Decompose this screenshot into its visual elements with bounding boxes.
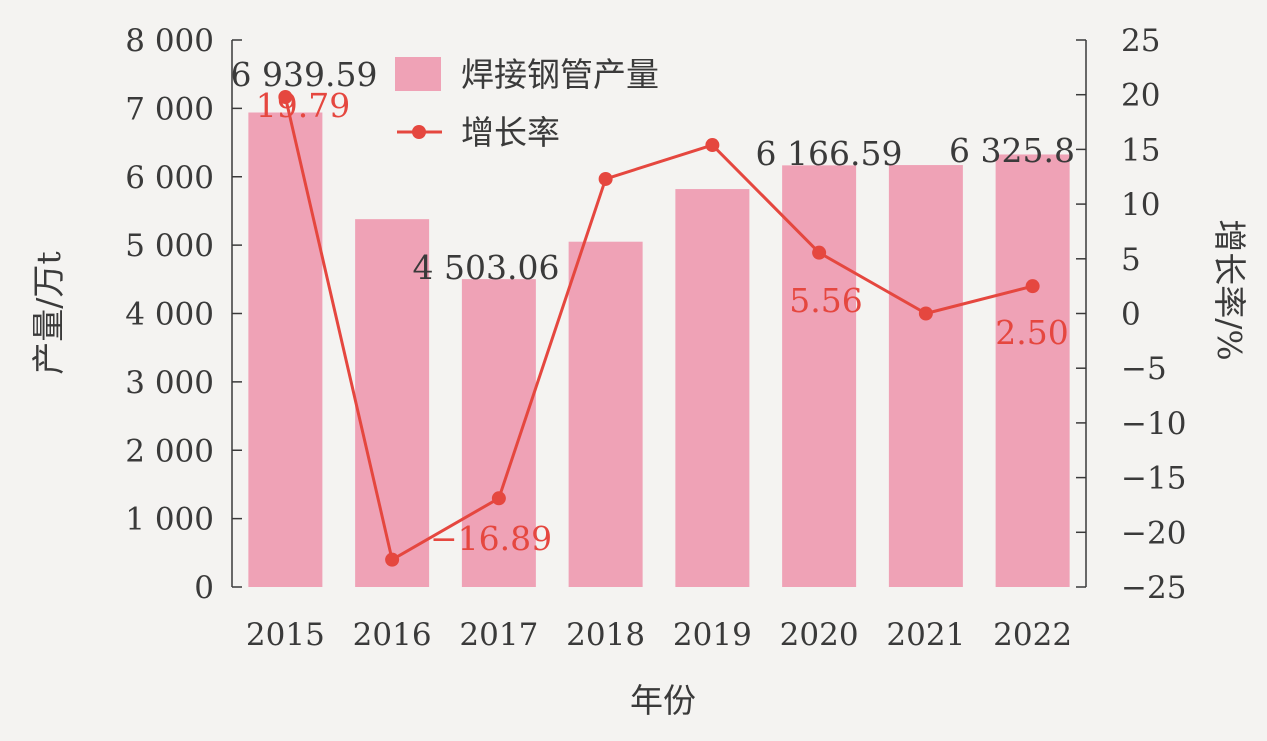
growth-point-2016 bbox=[385, 552, 400, 567]
left-tick-label: 2 000 bbox=[125, 433, 214, 469]
left-tick-label: 3 000 bbox=[125, 365, 214, 401]
growth-rate-line bbox=[283, 96, 1033, 562]
growth-point-2022 bbox=[1025, 279, 1040, 294]
bar-2016 bbox=[355, 219, 430, 587]
line-layer bbox=[278, 89, 1040, 567]
x-tick-label: 2019 bbox=[673, 617, 752, 653]
left-tick-label: 8 000 bbox=[125, 23, 214, 59]
legend-bar-swatch bbox=[395, 57, 441, 91]
bar-2020 bbox=[782, 165, 857, 587]
growth-value-label: 19.79 bbox=[256, 86, 350, 125]
bar-2018 bbox=[568, 241, 643, 588]
bar-value-label: 6 325.8 bbox=[949, 131, 1075, 170]
x-axis-title: 年份 bbox=[630, 681, 696, 720]
x-tick-label: 2017 bbox=[459, 617, 538, 653]
bar-value-label: 4 503.06 bbox=[413, 248, 560, 287]
left-tick-label: 6 000 bbox=[125, 160, 214, 196]
left-tick-label: 5 000 bbox=[125, 228, 214, 264]
right-tick-label: −25 bbox=[1121, 570, 1186, 606]
x-tick-label: 2018 bbox=[566, 617, 645, 653]
bar-2015 bbox=[248, 112, 323, 588]
right-tick-label: −20 bbox=[1121, 515, 1186, 551]
bar-value-label: 6 166.59 bbox=[756, 134, 903, 173]
left-tick-label: 0 bbox=[194, 570, 214, 606]
growth-point-2015 bbox=[278, 89, 293, 104]
growth-value-label: 5.56 bbox=[789, 281, 862, 320]
legend-bar-label: 焊接钢管产量 bbox=[461, 55, 659, 94]
right-tick-label: 10 bbox=[1121, 187, 1160, 223]
bar-2021 bbox=[888, 165, 963, 588]
bar-2022 bbox=[995, 154, 1070, 587]
right-tick-label: 20 bbox=[1121, 78, 1160, 114]
bars-layer bbox=[248, 112, 1070, 588]
x-tick-label: 2015 bbox=[246, 617, 325, 653]
y2-axis-title: 增长率/% bbox=[1210, 219, 1249, 360]
right-tick-label: −5 bbox=[1121, 351, 1167, 387]
growth-point-2018 bbox=[598, 171, 613, 186]
x-tick-label: 2021 bbox=[886, 617, 965, 653]
right-tick-label: 25 bbox=[1121, 23, 1160, 59]
bar-2017 bbox=[461, 279, 536, 587]
left-tick-label: 4 000 bbox=[125, 297, 214, 333]
left-tick-label: 1 000 bbox=[125, 502, 214, 538]
right-tick-label: −15 bbox=[1121, 461, 1186, 497]
x-tick-label: 2020 bbox=[780, 617, 859, 653]
growth-value-label: 2.50 bbox=[995, 313, 1068, 352]
axes-layer: 0 1 000 2 000 3 000 4 000 5 000 6 000 7 000 8 00… bbox=[29, 23, 1249, 720]
bar-value-label: 6 939.59 bbox=[231, 55, 378, 94]
legend-line-marker bbox=[412, 125, 426, 139]
right-tick-label: −10 bbox=[1121, 406, 1186, 442]
growth-point-2017 bbox=[491, 491, 506, 506]
left-tick-label: 7 000 bbox=[125, 91, 214, 127]
growth-point-2021 bbox=[918, 306, 933, 321]
growth-point-2019 bbox=[705, 138, 720, 153]
growth-value-label: −16.89 bbox=[430, 519, 552, 558]
right-tick-label: 0 bbox=[1121, 297, 1141, 333]
y-axis-title: 产量/万t bbox=[29, 251, 68, 374]
growth-point-2020 bbox=[812, 245, 827, 260]
right-tick-label: 5 bbox=[1121, 242, 1141, 278]
legend-line-label: 增长率 bbox=[461, 113, 560, 152]
labels-layer: 6 939.59 4 503.06 6 166.59 6 325.8 19.79 −16.… bbox=[231, 55, 1075, 558]
x-tick-label: 2022 bbox=[993, 617, 1072, 653]
bar-2019 bbox=[675, 189, 750, 587]
right-tick-label: 15 bbox=[1121, 132, 1160, 168]
x-tick-label: 2016 bbox=[353, 617, 432, 653]
